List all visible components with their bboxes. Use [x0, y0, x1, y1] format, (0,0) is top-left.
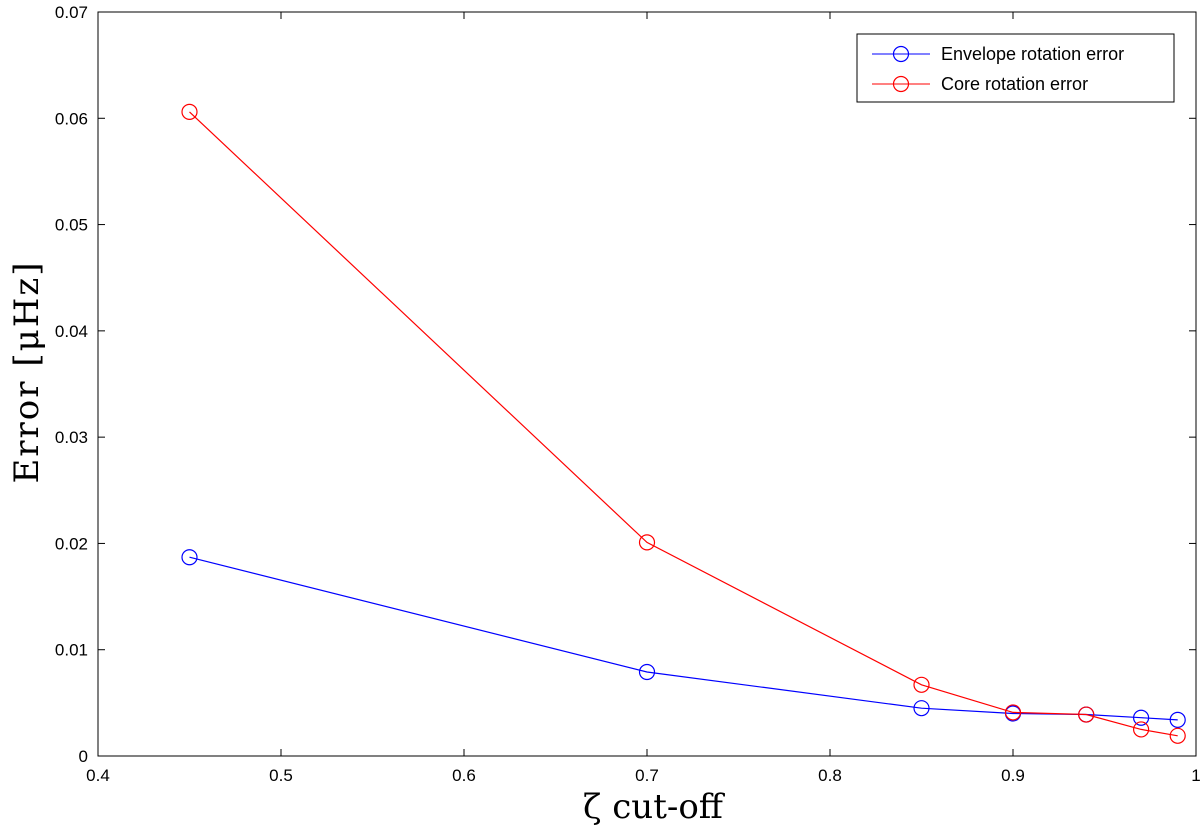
- y-tick-label: 0: [79, 747, 88, 766]
- x-tick-label: 0.4: [86, 766, 110, 785]
- series-line: [189, 556, 1178, 721]
- data-point: [913, 676, 930, 693]
- x-axis: 0.4 0.5 0.6 0.7 0.8 0.9 1: [86, 12, 1200, 785]
- y-tick-label: 0.06: [55, 109, 88, 128]
- x-tick-label: 1: [1191, 766, 1200, 785]
- legend-box: [856, 33, 1175, 103]
- data-point: [913, 700, 930, 717]
- series-core: [181, 103, 1186, 744]
- data-point: [638, 663, 656, 681]
- data-point: [1169, 727, 1186, 744]
- y-tick-label: 0.01: [55, 641, 88, 660]
- legend-envelope-label: Envelope rotation error: [941, 44, 1124, 64]
- y-axis-title: Error [μHz]: [7, 260, 47, 483]
- x-tick-label: 0.7: [635, 766, 659, 785]
- data-point: [638, 534, 656, 551]
- x-tick-label: 0.8: [818, 766, 842, 785]
- plot-area: [97, 11, 1197, 757]
- data-point: [1169, 711, 1186, 728]
- x-tick-label: 0.5: [269, 766, 293, 785]
- y-tick-label: 0.02: [55, 534, 88, 553]
- x-tick-label: 0.6: [452, 766, 476, 785]
- y-tick-label: 0.03: [55, 428, 88, 447]
- series-line: [189, 111, 1178, 737]
- x-axis-title: ζ cut-off: [583, 787, 726, 827]
- y-tick-label: 0.04: [55, 322, 88, 341]
- x-tick-label: 0.9: [1001, 766, 1025, 785]
- y-tick-label: 0.05: [55, 216, 88, 235]
- data-point: [1078, 706, 1095, 723]
- legend-core-label: Core rotation error: [941, 74, 1088, 94]
- legend-core-marker: [892, 75, 910, 93]
- data-point: [1004, 704, 1022, 721]
- legend: Envelope rotation error Core rotation er…: [856, 33, 1175, 103]
- data-point: [1132, 721, 1150, 738]
- legend-envelope-marker: [892, 45, 910, 63]
- data-point: [181, 103, 198, 121]
- series-layer: [181, 103, 1186, 744]
- data-point: [1132, 709, 1150, 726]
- y-tick-label: 0.07: [55, 3, 88, 22]
- y-axis: 0 0.01 0.02 0.03 0.04 0.05 0.06 0.07: [55, 3, 1196, 766]
- data-point: [181, 549, 198, 566]
